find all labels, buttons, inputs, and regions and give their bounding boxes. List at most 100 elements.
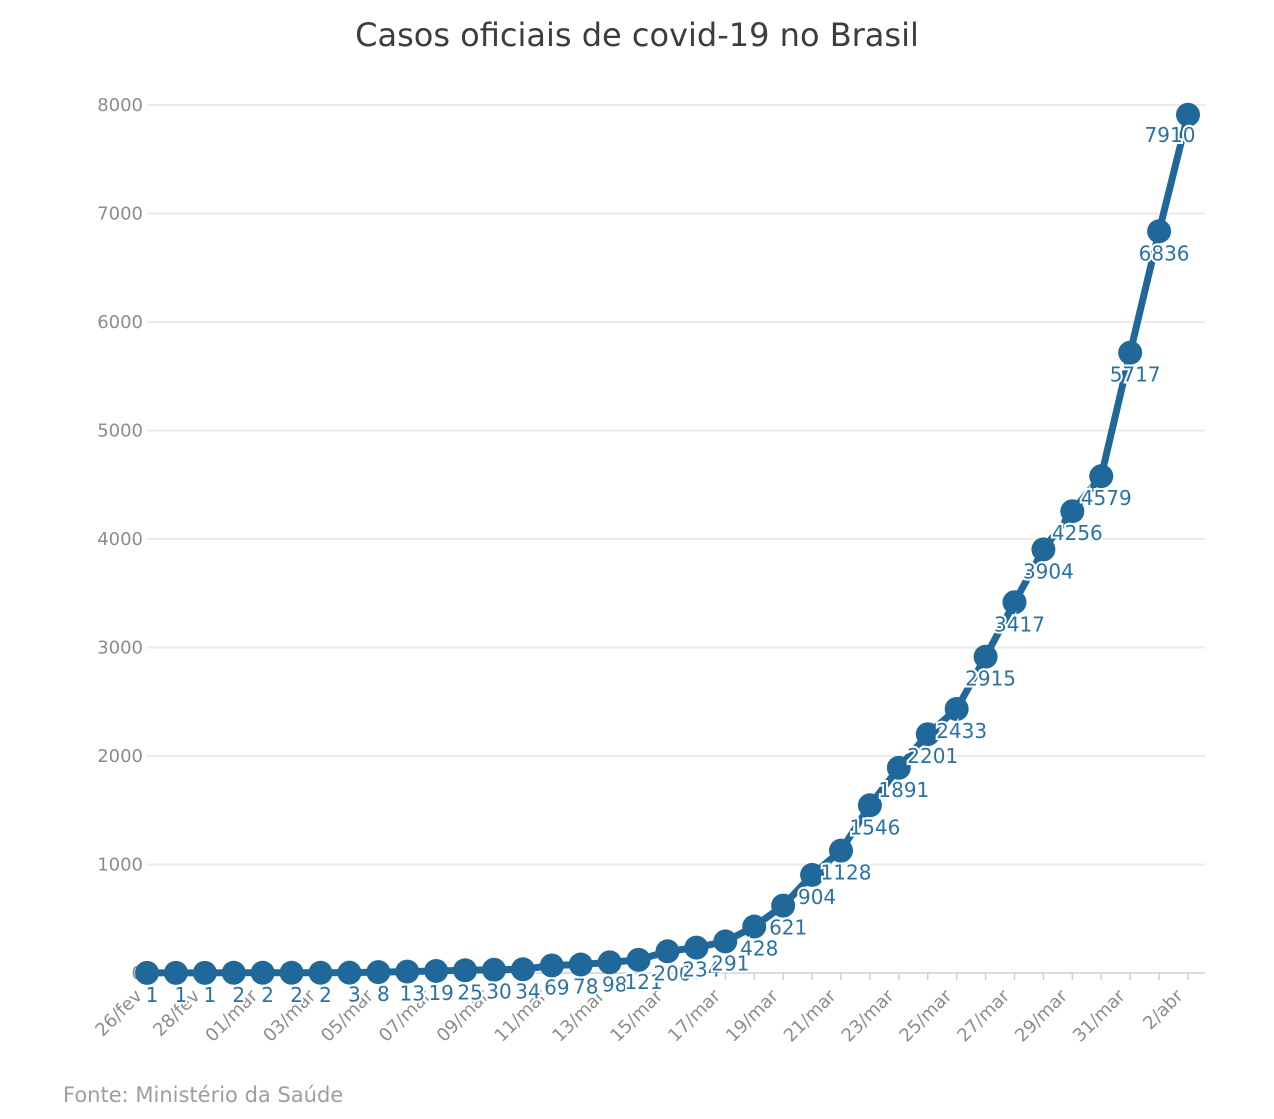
data-point-label: 1891 [878, 778, 929, 802]
data-point [857, 793, 882, 818]
x-tick-label: 21/mar [780, 985, 841, 1046]
data-point [626, 947, 651, 972]
data-point-label: 2433 [936, 719, 987, 743]
data-point-label: 3904 [1023, 559, 1074, 583]
data-point [915, 722, 940, 747]
data-point [163, 960, 188, 985]
data-point-label: 34 [515, 979, 540, 1003]
data-point [510, 957, 535, 982]
data-point-label: 3417 [994, 612, 1045, 636]
data-point [192, 960, 217, 985]
data-point-label: 25 [457, 980, 482, 1004]
x-tick-label: 2/abr [1139, 985, 1188, 1034]
data-points [135, 102, 1200, 985]
data-point [1089, 464, 1114, 489]
data-point-label: 2 [319, 983, 332, 1007]
data-point [800, 862, 825, 887]
data-point-label: 121 [624, 970, 662, 994]
data-point-label: 621 [769, 916, 807, 940]
data-point-label: 1546 [849, 815, 900, 839]
x-tick-label: 27/mar [953, 985, 1014, 1046]
series-line [143, 111, 1192, 977]
data-point [1118, 340, 1143, 365]
data-point [713, 929, 738, 954]
data-point-label: 4579 [1081, 486, 1132, 510]
data-point [337, 960, 362, 985]
data-point-label: 78 [573, 975, 598, 999]
data-point-label: 1 [175, 983, 188, 1007]
y-tick-label: 4000 [97, 529, 143, 550]
data-point [395, 959, 420, 984]
source-note: Fonte: Ministério da Saúde [63, 1083, 344, 1107]
data-point-label: 98 [602, 972, 627, 996]
data-point-label: 2201 [907, 744, 958, 768]
data-point-label: 6836 [1139, 241, 1190, 265]
data-point [482, 957, 506, 982]
data-labels: 1 1 1 2 2 2 2 3 8 13 19 25 30 34 69 78 98121200234291428… [144, 121, 1198, 1009]
data-point-label: 13 [400, 982, 425, 1006]
data-point [597, 950, 622, 975]
data-point [1176, 102, 1200, 127]
data-point [829, 838, 853, 863]
y-tick-label: 7000 [97, 204, 143, 225]
data-point-label: 904 [798, 885, 836, 909]
data-point [539, 953, 564, 978]
x-tick-label: 25/mar [895, 985, 956, 1046]
data-point-label: 69 [544, 976, 569, 1000]
y-tick-label: 6000 [97, 312, 143, 333]
x-tick-label: 17/mar [664, 985, 725, 1046]
x-tick-label: 26/fev [91, 985, 146, 1040]
data-point [424, 958, 449, 983]
data-point-label: 2 [232, 983, 245, 1007]
data-point-label: 200 [653, 961, 691, 985]
data-point-label: 291 [711, 951, 749, 975]
data-point-label: 234 [682, 958, 720, 982]
data-point [279, 960, 304, 985]
data-point [453, 958, 478, 983]
data-point [135, 960, 159, 985]
data-point [1147, 219, 1172, 244]
data-point [568, 952, 593, 977]
y-tick-label: 1000 [97, 855, 143, 876]
x-tick-label: 19/mar [722, 985, 783, 1046]
data-point [742, 914, 767, 939]
data-point [1060, 499, 1085, 524]
data-point [221, 960, 246, 985]
data-point-label: 2 [290, 983, 303, 1007]
y-tick-label: 8000 [97, 95, 143, 116]
data-point [1031, 537, 1056, 562]
y-tick-label: 2000 [97, 746, 143, 767]
y-axis-labels: 010002000300040005000600070008000 [97, 95, 143, 984]
x-axis-labels: 26/fev 28/fev01/mar03/mar05/mar07/mar09/m… [91, 985, 1188, 1046]
data-point [366, 960, 391, 985]
data-point-label: 5717 [1110, 363, 1161, 387]
x-tick-label: 23/mar [838, 985, 899, 1046]
data-point [655, 939, 680, 964]
x-tick-label: 29/mar [1011, 985, 1072, 1046]
data-point-label: 4256 [1052, 521, 1103, 545]
data-point-label: 8 [377, 982, 390, 1006]
data-point-label: 3 [348, 983, 361, 1007]
data-point [684, 935, 709, 960]
data-point [250, 960, 275, 985]
data-point-label: 30 [486, 980, 511, 1004]
series-path [143, 111, 1192, 977]
data-point [973, 644, 998, 669]
y-tick-label: 3000 [97, 638, 143, 659]
data-point [771, 893, 796, 918]
data-point-label: 2 [261, 983, 274, 1007]
chart-title: Casos oficiais de covid-19 no Brasil [355, 16, 919, 54]
data-point-label: 428 [740, 937, 778, 961]
data-point-label: 1128 [821, 861, 872, 885]
x-tick-label: 31/mar [1069, 985, 1130, 1046]
data-point [886, 755, 911, 780]
data-point-label: 2915 [965, 667, 1016, 691]
y-gridlines [147, 104, 1205, 866]
data-point [308, 960, 333, 985]
data-point-label: 19 [428, 981, 453, 1005]
data-point [1002, 590, 1027, 615]
y-tick-label: 5000 [97, 421, 143, 442]
data-point [944, 697, 969, 722]
